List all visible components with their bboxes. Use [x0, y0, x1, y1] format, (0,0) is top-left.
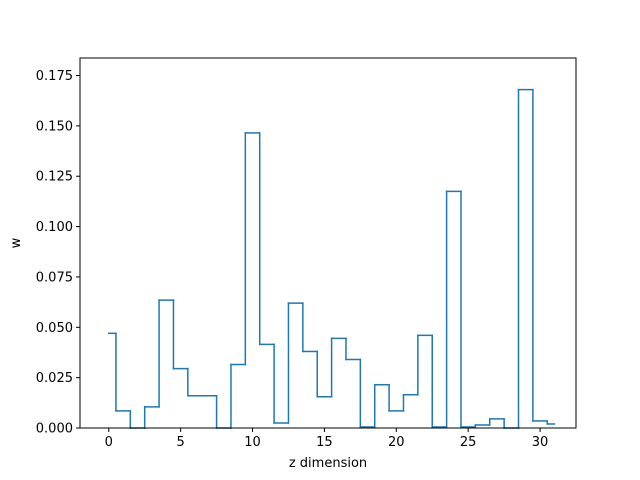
y-tick-label: 0.100	[36, 220, 73, 235]
x-tick-label: 25	[460, 435, 477, 450]
x-tick-label: 15	[316, 435, 333, 450]
x-axis: 0 5 10 15 20 25 30	[105, 428, 549, 450]
y-axis: 0.000 0.025 0.050 0.075 0.100 0.125 0.150 0.175	[36, 69, 80, 437]
x-axis-label: z dimension	[289, 456, 367, 471]
x-tick-label: 0	[105, 435, 113, 450]
plot-area	[108, 88, 556, 429]
y-tick-label: 0.000	[36, 422, 73, 437]
x-tick-label: 20	[388, 435, 405, 450]
x-tick-label: 10	[244, 435, 261, 450]
y-tick-label: 0.025	[36, 371, 73, 386]
y-tick-label: 0.175	[36, 69, 73, 84]
y-tick-label: 0.125	[36, 170, 73, 185]
axes-frame	[79, 57, 577, 429]
x-tick-label: 30	[532, 435, 549, 450]
y-tick-label: 0.150	[36, 119, 73, 134]
y-tick-label: 0.050	[36, 321, 73, 336]
y-tick-label: 0.075	[36, 270, 73, 285]
y-axis-label: w	[9, 237, 24, 248]
x-tick-label: 5	[176, 435, 184, 450]
